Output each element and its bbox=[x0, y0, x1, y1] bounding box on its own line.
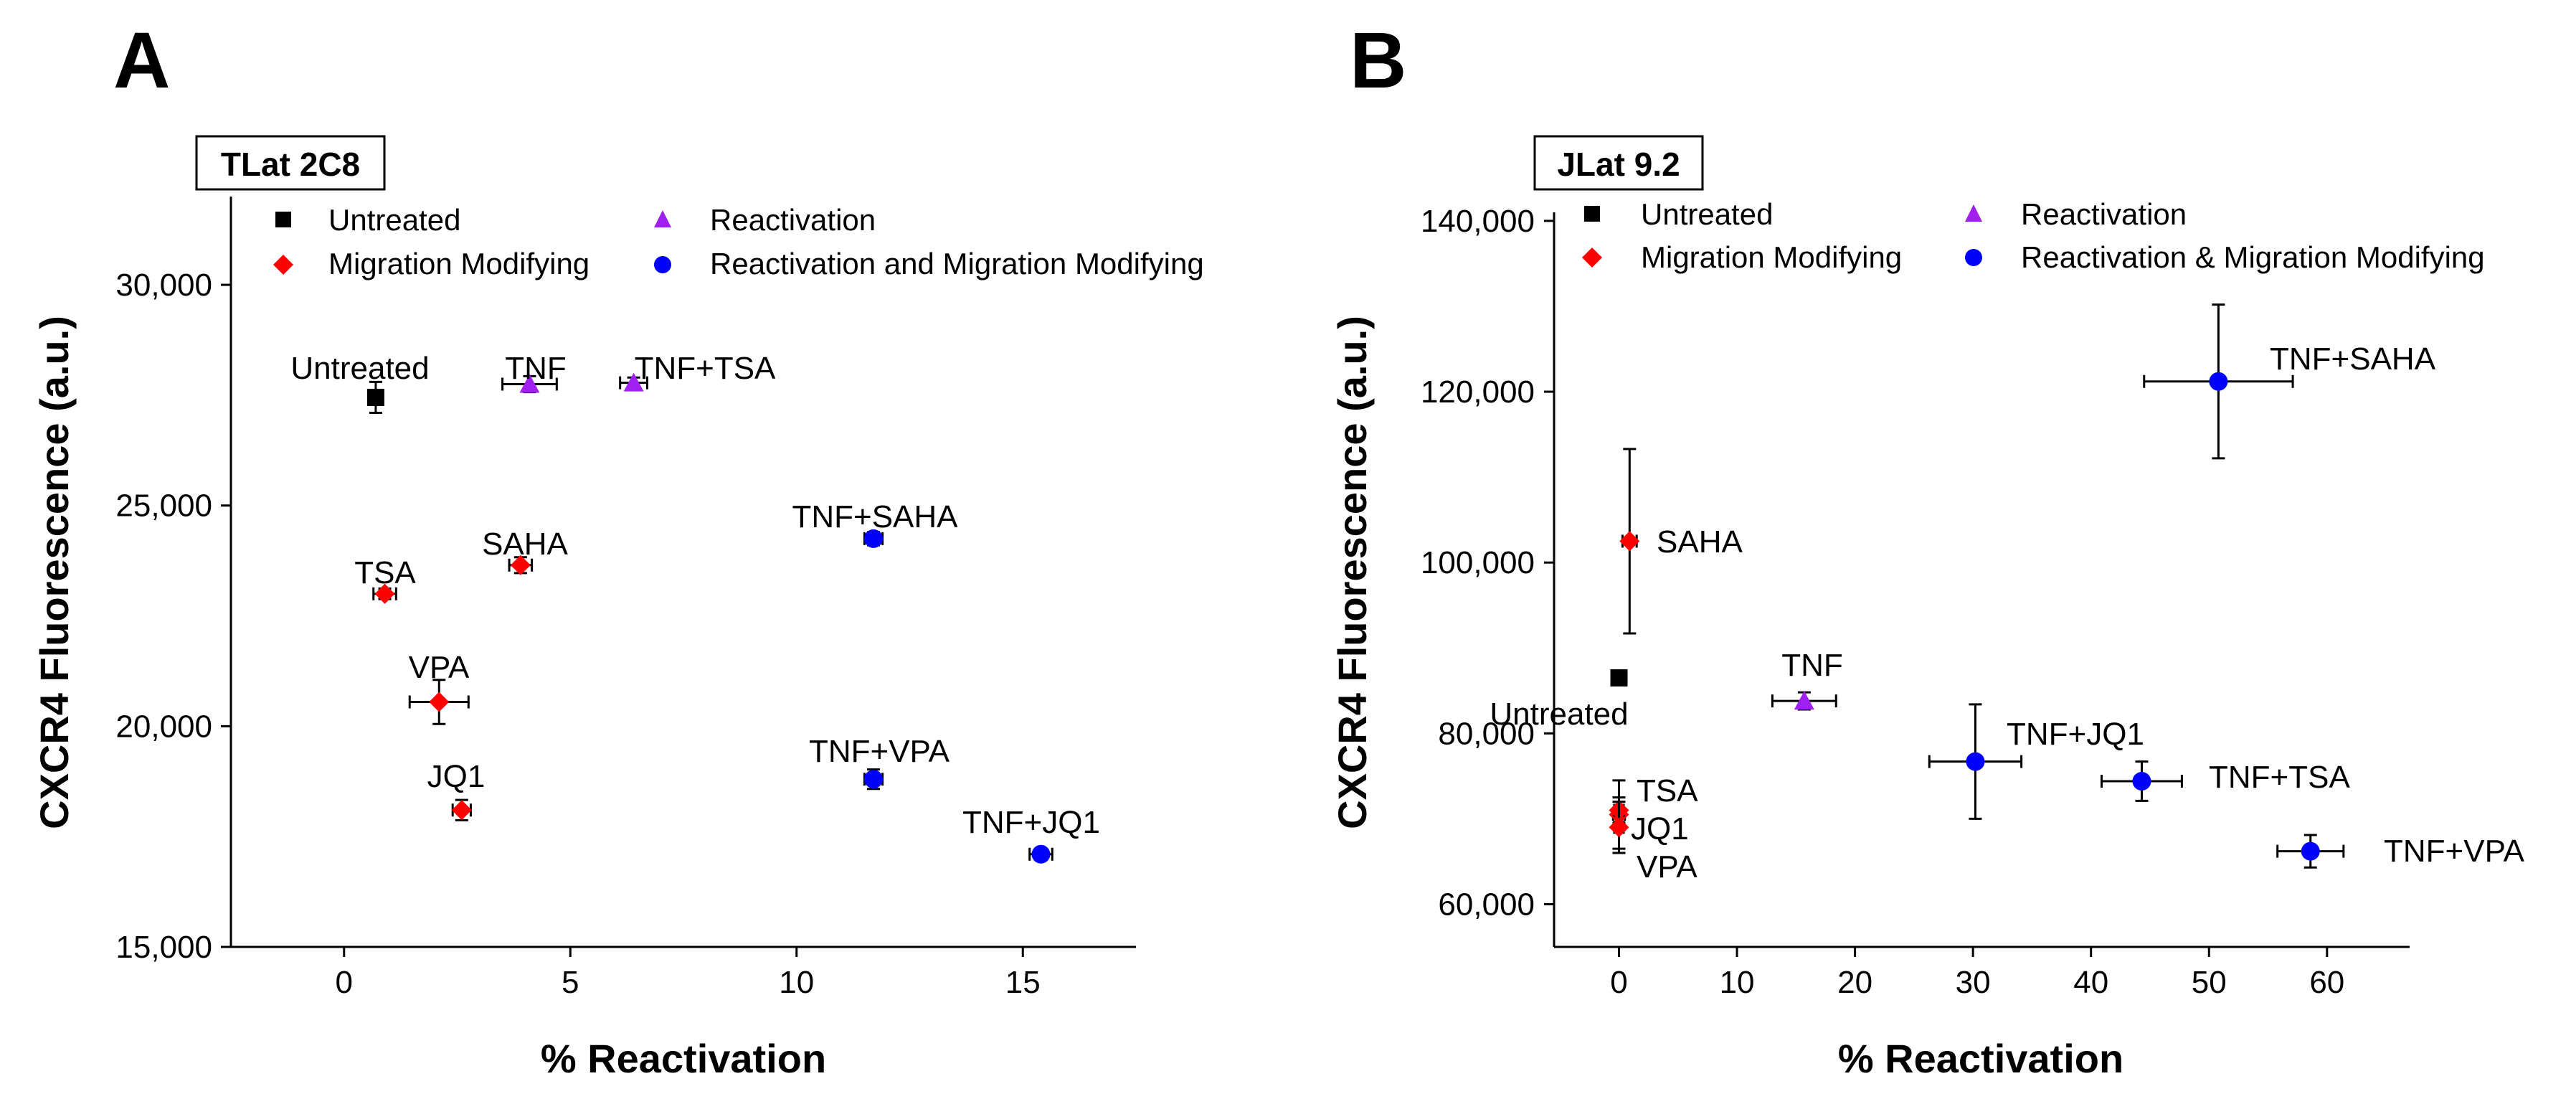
point-tnf-saha bbox=[2143, 303, 2294, 460]
point-label-saha-b: SAHA bbox=[1657, 524, 1743, 560]
point-label-tnf-tsa-b: TNF+TSA bbox=[2209, 760, 2350, 795]
legend-label-both: Reactivation and Migration Modifying bbox=[710, 247, 1204, 280]
legend-marker-migration bbox=[273, 255, 293, 275]
point-label-untreated-a: Untreated bbox=[290, 351, 429, 386]
cell-line-label-b: JLat 9.2 bbox=[1557, 146, 1680, 183]
x-ticks-a: 0 5 10 15 bbox=[336, 947, 1041, 1000]
point-tsa bbox=[372, 583, 397, 604]
legend-label-migration: Migration Modifying bbox=[328, 247, 589, 280]
point-label-tsa-b: TSA bbox=[1637, 773, 1698, 808]
legend-marker-untreated-b bbox=[1584, 206, 1600, 222]
legend-marker-reactivation bbox=[654, 210, 671, 227]
point-label-tnf-saha-a: TNF+SAHA bbox=[792, 499, 958, 534]
y-ticks-a: 15,000 20,000 25,000 30,000 bbox=[115, 268, 231, 965]
y-ticks-b: 60,000 80,000 100,000 120,000 140,000 bbox=[1421, 204, 1554, 922]
point-tnf-jq1 bbox=[1928, 703, 2023, 820]
point-tnf-tsa bbox=[2101, 760, 2183, 802]
x-tick-label-b-40: 40 bbox=[2073, 965, 2108, 1000]
legend-marker-untreated bbox=[275, 212, 291, 227]
point-label-jq1-b: JQ1 bbox=[1631, 811, 1689, 846]
point-tnf-jq1 bbox=[1028, 844, 1053, 864]
point-vpa bbox=[1609, 801, 1629, 854]
x-tick-label-a-10: 10 bbox=[779, 965, 814, 1000]
point-tnf-saha bbox=[863, 529, 884, 548]
point-label-vpa-b: VPA bbox=[1637, 849, 1697, 885]
point-label-tnf-vpa-b: TNF+VPA bbox=[2384, 834, 2525, 869]
x-tick-label-b-20: 20 bbox=[1837, 965, 1872, 1000]
x-axis-title-a: % Reactivation bbox=[541, 1036, 826, 1081]
legend-marker-both bbox=[654, 256, 671, 273]
point-tnf-vpa bbox=[863, 768, 884, 791]
y-tick-label-b-100000: 100,000 bbox=[1421, 545, 1535, 580]
x-tick-label-b-50: 50 bbox=[2192, 965, 2227, 1000]
point-label-tnf-tsa-a: TNF+TSA bbox=[635, 351, 776, 386]
x-tick-label-a-15: 15 bbox=[1005, 965, 1041, 1000]
x-tick-label-a-0: 0 bbox=[336, 965, 353, 1000]
y-tick-label-b-60000: 60,000 bbox=[1438, 887, 1535, 922]
point-tnf bbox=[1771, 691, 1837, 711]
y-tick-label-b-120000: 120,000 bbox=[1421, 374, 1535, 410]
point-label-tnf-saha-b: TNF+SAHA bbox=[2270, 341, 2436, 377]
point-untreated bbox=[1610, 669, 1628, 687]
point-label-tsa-a: TSA bbox=[354, 555, 416, 590]
panel-letter-b: B bbox=[1350, 16, 1406, 105]
point-label-vpa-a: VPA bbox=[409, 650, 470, 685]
legend-a: Untreated Reactivation Migration Modifyi… bbox=[273, 203, 1204, 280]
point-label-untreated-b: Untreated bbox=[1490, 697, 1628, 732]
point-untreated bbox=[366, 380, 384, 414]
point-vpa bbox=[408, 679, 470, 725]
x-tick-label-b-0: 0 bbox=[1610, 965, 1627, 1000]
x-ticks-b: 0 10 20 30 40 50 60 bbox=[1610, 947, 2344, 1000]
y-axis-title-a: CXCR4 Fluorescence (a.u.) bbox=[32, 316, 77, 829]
point-tnf-vpa bbox=[2276, 834, 2345, 869]
cell-line-label-a: TLat 2C8 bbox=[221, 146, 360, 183]
point-label-tnf-vpa-a: TNF+VPA bbox=[809, 734, 950, 769]
legend-marker-reactivation-b bbox=[1965, 204, 1982, 222]
point-jq1 bbox=[451, 798, 472, 821]
legend-label-both-b: Reactivation & Migration Modifying bbox=[2021, 240, 2485, 274]
y-tick-label-a-25000: 25,000 bbox=[115, 489, 212, 524]
legend-marker-migration-b bbox=[1582, 247, 1602, 268]
y-tick-label-b-140000: 140,000 bbox=[1421, 204, 1535, 239]
cell-line-box-b bbox=[1533, 135, 1704, 191]
legend-label-migration-b: Migration Modifying bbox=[1641, 240, 1902, 274]
data-points-b bbox=[1609, 303, 2345, 869]
legend-label-reactivation-b: Reactivation bbox=[2021, 197, 2187, 231]
point-tnf bbox=[501, 374, 558, 394]
x-tick-label-b-10: 10 bbox=[1720, 965, 1755, 1000]
panel-b: B JLat 9.2 Untreated Reactivation Migrat… bbox=[1330, 16, 2525, 1081]
point-label-saha-a: SAHA bbox=[482, 527, 568, 562]
y-tick-label-a-15000: 15,000 bbox=[115, 930, 212, 965]
legend-label-untreated-b: Untreated bbox=[1641, 197, 1773, 231]
point-label-jq1-a: JQ1 bbox=[427, 759, 486, 794]
x-tick-label-a-5: 5 bbox=[562, 965, 579, 1000]
legend-label-untreated: Untreated bbox=[328, 203, 460, 237]
cell-line-box-a bbox=[195, 135, 386, 191]
panel-letter-a: A bbox=[113, 16, 170, 105]
y-axis-title-b: CXCR4 Fluorescence (a.u.) bbox=[1330, 316, 1375, 829]
point-saha bbox=[1619, 448, 1640, 635]
legend-label-reactivation: Reactivation bbox=[710, 203, 876, 237]
point-label-tnf-jq1-b: TNF+JQ1 bbox=[2007, 717, 2144, 752]
point-label-tnf-jq1-a: TNF+JQ1 bbox=[962, 805, 1100, 840]
point-label-tnf-a: TNF bbox=[505, 351, 567, 386]
y-tick-label-a-30000: 30,000 bbox=[115, 268, 212, 303]
point-tnf-tsa bbox=[619, 372, 649, 392]
legend-marker-both-b bbox=[1965, 249, 1982, 266]
panel-a: A TLat 2C8 Untreated Reactivation Migrat… bbox=[32, 16, 1204, 1081]
point-saha bbox=[508, 555, 534, 575]
legend-b: Untreated Reactivation Migration Modifyi… bbox=[1582, 197, 2485, 274]
point-label-tnf-b: TNF bbox=[1781, 648, 1843, 683]
x-axis-title-b: % Reactivation bbox=[1838, 1036, 2123, 1081]
y-tick-label-b-80000: 80,000 bbox=[1438, 716, 1535, 751]
y-tick-label-a-20000: 20,000 bbox=[115, 709, 212, 744]
x-tick-label-b-30: 30 bbox=[1956, 965, 1991, 1000]
data-points-a bbox=[366, 372, 1053, 864]
x-tick-label-b-60: 60 bbox=[2309, 965, 2344, 1000]
